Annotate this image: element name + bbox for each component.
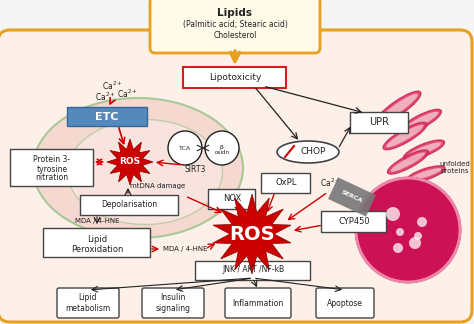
Text: ROS: ROS — [119, 157, 141, 167]
Ellipse shape — [378, 94, 418, 122]
FancyBboxPatch shape — [44, 227, 151, 257]
FancyBboxPatch shape — [225, 288, 291, 318]
Circle shape — [417, 217, 427, 227]
Text: SIRT3: SIRT3 — [185, 166, 206, 175]
Text: MDA / 4-HNE: MDA / 4-HNE — [163, 246, 207, 252]
FancyBboxPatch shape — [150, 0, 320, 53]
Text: CYP450: CYP450 — [338, 216, 370, 226]
Text: Ca$^{2+}$: Ca$^{2+}$ — [320, 177, 340, 189]
Ellipse shape — [391, 152, 425, 172]
Ellipse shape — [407, 142, 441, 158]
Ellipse shape — [403, 140, 445, 160]
Circle shape — [356, 178, 460, 282]
Text: Lipids: Lipids — [218, 8, 253, 18]
FancyBboxPatch shape — [0, 30, 472, 322]
Text: JNK / AKT /NF-kB: JNK / AKT /NF-kB — [222, 265, 284, 274]
Ellipse shape — [386, 125, 424, 147]
Text: SERCA: SERCA — [340, 190, 364, 204]
Text: Ca$^{2+}$: Ca$^{2+}$ — [95, 91, 115, 103]
Text: Insulin
signaling: Insulin signaling — [155, 293, 191, 313]
Text: nitration: nitration — [36, 173, 69, 182]
Text: unfolded
proteins: unfolded proteins — [439, 161, 470, 175]
Ellipse shape — [33, 98, 243, 238]
FancyBboxPatch shape — [67, 107, 147, 126]
Text: Inflammation: Inflammation — [232, 298, 283, 307]
Text: Depolarisation: Depolarisation — [101, 200, 157, 209]
Text: Peroxidation: Peroxidation — [71, 245, 123, 253]
Circle shape — [409, 237, 421, 249]
Text: UPR: UPR — [369, 117, 389, 127]
Ellipse shape — [67, 120, 222, 225]
Ellipse shape — [383, 122, 427, 150]
Text: Lipotoxicity: Lipotoxicity — [209, 73, 261, 82]
Polygon shape — [213, 194, 291, 274]
Ellipse shape — [410, 168, 442, 180]
Polygon shape — [107, 139, 153, 185]
FancyBboxPatch shape — [321, 211, 386, 232]
Ellipse shape — [388, 150, 428, 174]
Text: (Palmitic acid; Stearic acid): (Palmitic acid; Stearic acid) — [182, 19, 287, 29]
FancyBboxPatch shape — [350, 111, 409, 133]
Ellipse shape — [375, 91, 421, 125]
Text: Protein 3-: Protein 3- — [34, 156, 71, 165]
Text: CHOP: CHOP — [301, 147, 326, 156]
Circle shape — [205, 131, 239, 165]
Circle shape — [168, 131, 202, 165]
FancyBboxPatch shape — [142, 288, 204, 318]
Text: Lipid
metabolism: Lipid metabolism — [65, 293, 110, 313]
Circle shape — [396, 228, 404, 236]
Text: Apoptose: Apoptose — [327, 298, 363, 307]
Text: Lipid: Lipid — [87, 235, 107, 244]
FancyBboxPatch shape — [183, 66, 286, 87]
FancyBboxPatch shape — [10, 148, 93, 186]
Circle shape — [393, 243, 403, 253]
FancyBboxPatch shape — [81, 194, 179, 214]
Text: tyrosine: tyrosine — [36, 165, 68, 173]
FancyBboxPatch shape — [209, 189, 255, 209]
Text: Cholesterol: Cholesterol — [213, 30, 257, 40]
Text: ROS: ROS — [229, 225, 275, 244]
Text: Ca$^{2+}$: Ca$^{2+}$ — [102, 80, 122, 92]
Circle shape — [386, 207, 400, 221]
Ellipse shape — [399, 110, 441, 135]
Ellipse shape — [402, 112, 438, 132]
Text: mtDNA damage: mtDNA damage — [130, 183, 186, 189]
Text: NOX: NOX — [223, 194, 241, 203]
Text: β-: β- — [219, 145, 225, 149]
Text: TCA: TCA — [179, 145, 191, 151]
Text: oxidn: oxidn — [215, 151, 229, 156]
FancyBboxPatch shape — [57, 288, 119, 318]
Circle shape — [414, 232, 422, 240]
Text: Ca$^{2+}$: Ca$^{2+}$ — [117, 88, 137, 100]
FancyBboxPatch shape — [316, 288, 374, 318]
FancyBboxPatch shape — [195, 260, 310, 280]
FancyBboxPatch shape — [262, 172, 310, 192]
Ellipse shape — [277, 141, 339, 163]
Text: OxPL: OxPL — [275, 178, 297, 187]
Text: MDA / 4-HNE: MDA / 4-HNE — [75, 218, 119, 224]
Ellipse shape — [407, 166, 445, 182]
Text: ETC: ETC — [95, 111, 119, 122]
